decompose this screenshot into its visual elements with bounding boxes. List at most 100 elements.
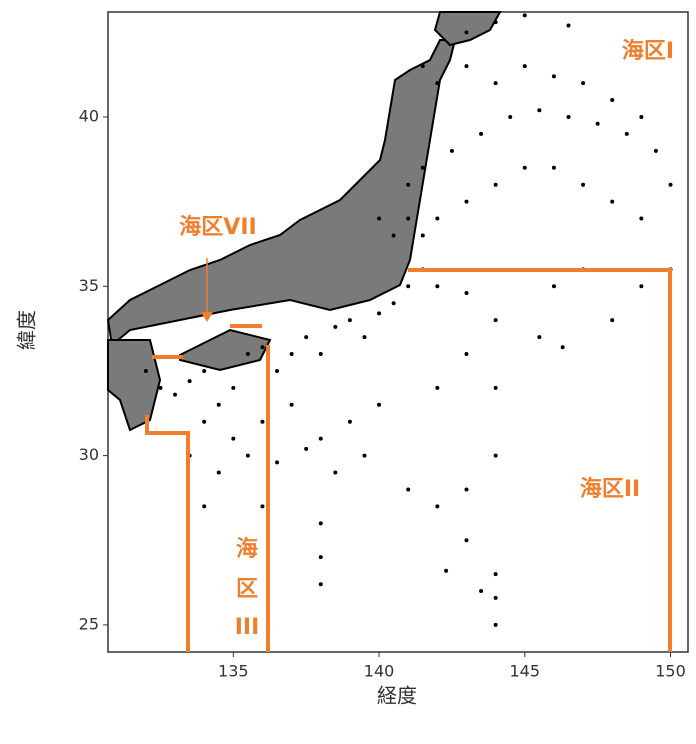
data-point xyxy=(464,487,469,492)
data-point xyxy=(522,165,527,170)
data-point xyxy=(435,216,440,221)
data-point xyxy=(435,385,440,390)
land xyxy=(106,11,502,432)
data-point xyxy=(362,335,367,340)
data-point xyxy=(318,436,323,441)
data-point xyxy=(260,345,265,350)
y-tick-label: 30 xyxy=(79,445,99,464)
data-point xyxy=(464,291,469,296)
data-point xyxy=(464,538,469,543)
arrow-head xyxy=(201,312,213,322)
data-point xyxy=(435,504,440,509)
data-point xyxy=(464,64,469,69)
y-axis-title: 緯度 xyxy=(15,310,39,350)
data-point xyxy=(318,582,323,587)
data-point xyxy=(347,419,352,424)
data-point xyxy=(493,385,498,390)
data-point xyxy=(216,402,221,407)
data-point xyxy=(318,352,323,357)
data-point xyxy=(347,318,352,323)
hokkaido xyxy=(433,11,502,47)
data-point xyxy=(260,504,265,509)
data-point xyxy=(245,453,250,458)
data-point xyxy=(566,23,571,28)
data-point xyxy=(420,64,425,69)
data-point xyxy=(479,589,484,594)
data-point xyxy=(377,311,382,316)
data-point xyxy=(522,64,527,69)
region-label: III xyxy=(235,615,260,640)
data-point xyxy=(333,324,338,329)
data-point xyxy=(581,182,586,187)
data-point xyxy=(377,216,382,221)
data-point xyxy=(595,121,600,126)
data-point xyxy=(493,622,498,627)
data-point xyxy=(143,368,148,373)
y-tick-label: 25 xyxy=(79,614,99,633)
data-point xyxy=(551,74,556,79)
data-point xyxy=(304,335,309,340)
data-point xyxy=(420,233,425,238)
data-point xyxy=(435,81,440,86)
boundary xyxy=(408,268,672,652)
x-tick-label: 150 xyxy=(655,662,686,681)
data-point xyxy=(406,182,411,187)
data-point xyxy=(333,470,338,475)
x-tick-label: 135 xyxy=(218,662,249,681)
honshu xyxy=(106,39,457,347)
data-point xyxy=(479,131,484,136)
data-point xyxy=(668,182,673,187)
y-tick-label: 35 xyxy=(79,276,99,295)
data-point xyxy=(493,318,498,323)
region-label: 海 xyxy=(236,536,258,562)
region-label: 海区VII xyxy=(179,214,256,240)
data-point xyxy=(493,572,498,577)
data-point xyxy=(464,199,469,204)
data-point xyxy=(377,402,382,407)
data-point xyxy=(444,568,449,573)
data-point xyxy=(493,182,498,187)
data-point xyxy=(551,165,556,170)
data-point xyxy=(231,436,236,441)
data-point xyxy=(551,284,556,289)
data-point xyxy=(202,368,207,373)
data-point xyxy=(318,555,323,560)
data-point xyxy=(304,446,309,451)
data-point xyxy=(639,114,644,119)
data-point xyxy=(435,284,440,289)
region-label: 区 xyxy=(236,577,258,602)
x-axis-title: 経度 xyxy=(377,684,417,708)
data-point xyxy=(187,379,192,384)
data-point xyxy=(406,216,411,221)
data-point xyxy=(581,81,586,86)
data-point xyxy=(639,216,644,221)
data-point xyxy=(610,318,615,323)
kyushu xyxy=(107,339,162,432)
data-point xyxy=(406,487,411,492)
region-label: 海区I xyxy=(622,38,674,64)
data-point xyxy=(406,284,411,289)
data-point xyxy=(289,352,294,357)
data-point xyxy=(391,301,396,306)
data-point xyxy=(610,98,615,103)
data-point xyxy=(275,460,280,465)
data-point xyxy=(362,453,367,458)
x-tick-label: 145 xyxy=(510,662,541,681)
data-point xyxy=(624,131,629,136)
data-point xyxy=(449,148,454,153)
data-point xyxy=(493,453,498,458)
data-point xyxy=(537,108,542,113)
points xyxy=(143,13,673,627)
boundaries xyxy=(145,258,672,652)
data-point xyxy=(493,20,498,25)
data-point xyxy=(537,335,542,340)
data-point xyxy=(202,419,207,424)
data-point xyxy=(275,368,280,373)
data-point xyxy=(231,385,236,390)
data-point xyxy=(245,352,250,357)
boundary xyxy=(145,415,190,652)
data-point xyxy=(522,13,527,18)
y-tick-label: 40 xyxy=(79,106,99,125)
data-point xyxy=(493,595,498,600)
